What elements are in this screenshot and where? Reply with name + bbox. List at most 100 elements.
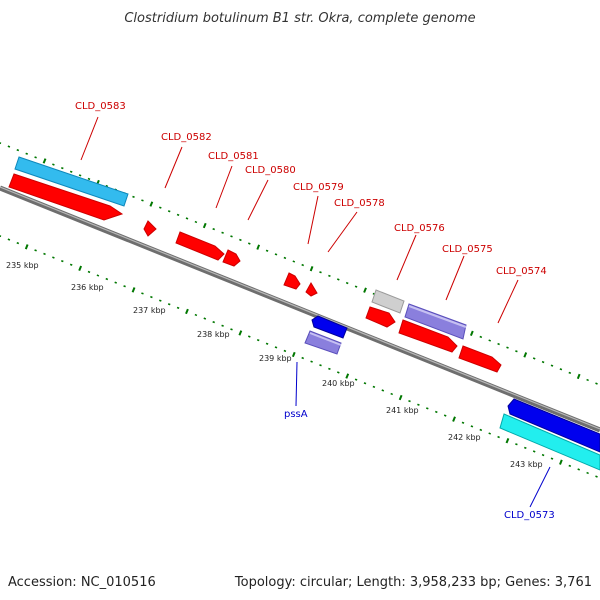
inner-ring-minor-tick — [479, 428, 483, 432]
gene-CLD_0583-arrow — [8, 173, 124, 221]
inner-ring-minor-tick — [372, 385, 376, 389]
outer-ring-minor-tick — [7, 145, 11, 148]
outer-ring-minor-tick — [319, 271, 322, 274]
genome-backbone-highlight — [0, 186, 600, 430]
inner-ring-minor-tick — [434, 410, 438, 414]
inner-ring-minor-tick — [523, 446, 527, 450]
outer-ring-major-tick — [256, 244, 261, 250]
label-CLD_0580[interactable]: CLD_0580 — [245, 165, 296, 176]
inner-ring-minor-tick — [417, 403, 420, 406]
inner-ring-minor-tick — [221, 324, 224, 327]
inner-ring-minor-tick — [497, 435, 500, 439]
gene-CLD_0581-arrow[interactable] — [175, 231, 225, 261]
inner-ring-minor-tick — [301, 356, 305, 360]
outer-ring-minor-tick — [497, 342, 500, 346]
label-CLD_0576[interactable]: CLD_0576 — [394, 223, 445, 234]
label-CLD_0574[interactable]: CLD_0574 — [496, 266, 547, 277]
outer-ring-minor-tick — [52, 163, 55, 166]
outer-ring-major-tick — [576, 373, 581, 380]
scale-label-243: 243 kbp — [510, 460, 543, 469]
gene-CLD_0582-arrow[interactable] — [143, 220, 157, 237]
outer-ring-major-tick — [42, 158, 47, 164]
inner-ring-minor-tick — [550, 457, 554, 460]
label-CLD_0581[interactable]: CLD_0581 — [208, 151, 259, 162]
gene-CLD_0578-arrow[interactable] — [305, 282, 318, 297]
inner-ring-minor-tick — [425, 407, 429, 410]
outer-ring-minor-tick — [34, 156, 37, 159]
scale-label-241: 241 kbp — [386, 406, 419, 415]
inner-ring-minor-tick — [60, 259, 64, 263]
outer-ring-major-tick — [149, 201, 154, 207]
gene-CLD_0576[interactable] — [365, 289, 405, 328]
outer-ring-major-tick — [363, 287, 367, 293]
label-CLD_0582[interactable]: CLD_0582 — [161, 132, 212, 143]
gene-CLD_0575[interactable] — [398, 303, 467, 353]
outer-ring-minor-tick — [515, 350, 518, 353]
outer-ring-minor-tick — [354, 285, 358, 288]
gene-CLD_0575-outer-bar — [404, 303, 467, 340]
inner-ring-minor-tick — [274, 346, 278, 349]
outer-ring-minor-tick — [292, 260, 296, 263]
label-CLD_0579[interactable]: CLD_0579 — [293, 182, 344, 193]
inner-ring-minor-tick — [194, 313, 198, 317]
inner-ring-major-tick — [78, 265, 83, 271]
outer-ring-minor-tick — [247, 242, 251, 245]
label-CLD_0575[interactable]: CLD_0575 — [442, 244, 493, 255]
inner-ring-minor-tick — [7, 238, 11, 241]
gene-CLD_0576-outer-bar — [371, 289, 405, 314]
gene-CLD_0573-inner-bar — [499, 413, 600, 471]
gene-CLD_0580-arrow[interactable] — [222, 249, 241, 267]
label-CLD_0578[interactable]: CLD_0578 — [334, 198, 385, 209]
inner-ring-minor-tick — [363, 382, 367, 385]
outer-ring-minor-tick — [265, 249, 269, 252]
inner-ring-minor-tick — [69, 263, 73, 266]
outer-ring-minor-tick — [25, 152, 29, 155]
outer-ring-minor-tick — [221, 231, 224, 234]
outer-ring-minor-tick — [328, 274, 331, 278]
outer-ring-minor-tick — [586, 378, 589, 382]
label-CLD_0583[interactable]: CLD_0583 — [75, 101, 126, 112]
outer-tick-ring — [0, 142, 598, 385]
gene-CLD_0583-outer-bar — [14, 156, 129, 207]
scale-label-240: 240 kbp — [322, 379, 355, 388]
scale-label-236: 236 kbp — [71, 283, 104, 292]
gene-CLD_0573[interactable] — [499, 398, 600, 471]
inner-ring-minor-tick — [515, 443, 518, 446]
outer-ring-minor-tick — [479, 335, 483, 339]
gene-CLD_0574-arrow[interactable] — [458, 345, 502, 373]
outer-ring-minor-tick — [176, 213, 180, 217]
inner-ring-major-tick — [559, 459, 563, 465]
inner-ring-minor-tick — [319, 364, 322, 367]
inner-ring-minor-tick — [328, 367, 331, 371]
gene-pssA[interactable] — [304, 315, 348, 355]
outer-ring-minor-tick — [16, 148, 20, 152]
gene-CLD_0583[interactable] — [8, 156, 129, 221]
inner-ring-major-tick — [291, 351, 296, 358]
gene-CLD_0579-arrow[interactable] — [283, 272, 301, 290]
outer-ring-minor-tick — [185, 217, 189, 220]
outer-ring-minor-tick — [301, 263, 305, 267]
label-pssA[interactable]: pssA — [284, 409, 308, 420]
inner-ring-major-tick — [345, 373, 350, 379]
outer-ring-minor-tick — [541, 360, 545, 364]
inner-ring-minor-tick — [150, 295, 153, 299]
gene-pssA-arrow — [311, 315, 348, 339]
inner-ring-minor-tick — [212, 320, 216, 324]
scale-label-238: 238 kbp — [197, 330, 230, 339]
scale-label-237: 237 kbp — [133, 306, 166, 315]
inner-ring-minor-tick — [577, 468, 581, 471]
outer-ring-minor-tick — [60, 166, 64, 170]
accession-text: Accession: NC_010516 — [8, 575, 156, 590]
outer-ring-minor-tick — [506, 346, 509, 349]
outer-ring-minor-tick — [283, 256, 287, 260]
inner-ring-major-tick — [185, 308, 189, 315]
label-CLD_0573[interactable]: CLD_0573 — [504, 510, 555, 521]
inner-ring-minor-tick — [96, 274, 100, 277]
genome-backbone — [0, 185, 600, 433]
inner-ring-minor-tick — [390, 392, 394, 396]
outer-ring-minor-tick — [532, 357, 536, 360]
outer-ring-minor-tick — [568, 371, 572, 375]
outer-ring-minor-tick — [78, 174, 82, 177]
inner-ring-minor-tick — [336, 371, 340, 374]
inner-ring-minor-tick — [105, 277, 109, 281]
